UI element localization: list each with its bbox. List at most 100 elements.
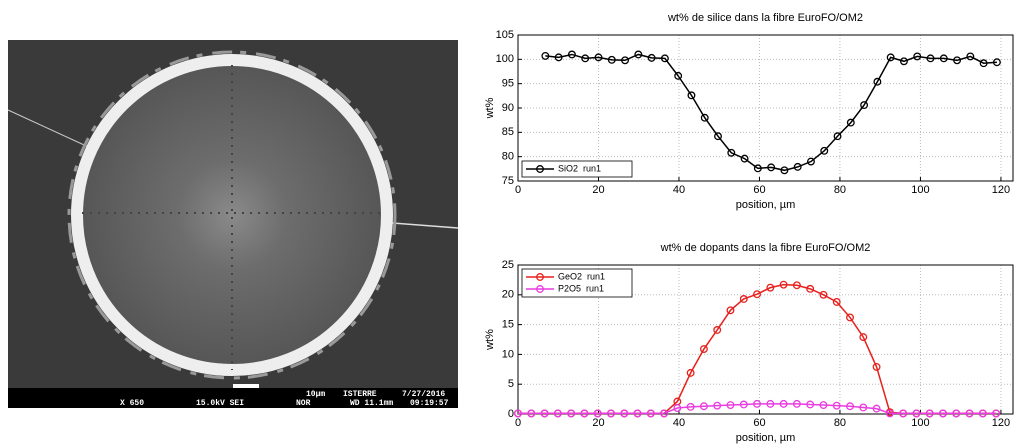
data-point [978,409,987,418]
data-point [872,404,881,413]
legend-label: GeO2 run1 [558,271,605,281]
series-line [545,53,997,172]
data-point [807,157,815,166]
caption-time: 09:19:57 [410,399,449,408]
x-tick-label: 100 [911,417,929,429]
x-tick-label: 120 [992,184,1010,196]
data-point [713,401,722,410]
data-point [860,101,869,110]
data-point [554,53,563,62]
caption-scale: 10µm [306,390,325,399]
data-point [686,402,695,411]
plot-area [518,35,1013,181]
caption-wd: WD 11.1mm [350,399,393,408]
data-point [779,399,788,408]
y-tick-label: 10 [502,348,514,360]
data-point [607,409,615,418]
data-point [646,409,655,418]
data-point [966,52,975,61]
chart-title: wt% de silice dans la fibre EuroFO/OM2 [667,12,863,24]
data-point [714,132,722,141]
data-point [553,409,562,418]
y-tick-label: 105 [496,29,514,41]
data-point [952,409,961,418]
data-point [527,409,536,418]
data-point [779,280,788,289]
x-tick-label: 0 [515,417,521,429]
x-tick-label: 20 [592,184,604,196]
y-tick-label: 25 [502,259,514,271]
data-point [886,53,895,62]
data-point [686,368,695,377]
data-point [541,51,550,60]
data-point [753,164,762,173]
data-point [739,295,748,303]
data-point [846,313,854,322]
x-axis-label: position, µm [736,432,796,444]
data-point [540,409,549,418]
data-point [727,148,736,157]
x-tick-label: 40 [673,184,685,196]
caption-lab: ISTERRE [343,390,377,399]
data-point [885,409,894,418]
y-tick-label: 75 [502,175,514,187]
data-point [634,50,643,59]
data-point [793,162,802,171]
data-point [832,298,841,306]
data-point [673,404,682,412]
data-point [766,399,775,408]
legend-marker [536,285,544,293]
data-point [647,53,656,62]
caption-voltage: 15.0kV SEI [196,399,244,408]
data-point [953,56,962,65]
series-line [518,403,997,415]
legend-label: P2O5 run1 [558,283,604,293]
x-tick-label: 60 [753,417,765,429]
data-point [873,77,882,86]
data-point [740,154,749,163]
y-tick-label: 5 [508,378,514,390]
data-point [580,409,589,418]
chart-title: wt% de dopants dans la fibre EuroFO/OM2 [660,242,871,254]
data-point [567,409,576,418]
data-point [567,50,576,59]
data-point [819,401,828,410]
data-point [899,57,908,66]
x-tick-label: 120 [992,417,1010,429]
data-point [792,399,801,408]
data-point [792,281,801,290]
x-tick-label: 80 [834,417,846,429]
x-tick-label: 60 [753,184,765,196]
y-tick-label: 15 [502,319,514,331]
axes-frame [517,264,1014,415]
data-point [621,56,629,65]
data-point [833,132,842,141]
data-point [846,118,855,127]
data-point [939,54,948,63]
legend-marker [536,273,544,281]
data-point [726,401,735,410]
data-point [713,326,722,334]
x-tick-label: 20 [592,417,604,429]
data-point [739,400,748,409]
data-point [593,409,602,418]
data-point [660,409,669,418]
y-tick-label: 20 [502,289,514,301]
data-point [699,345,708,353]
legend-marker [536,165,544,173]
data-point [912,409,921,418]
data-point [581,54,590,63]
data-point [607,55,616,64]
data-point [780,166,789,175]
data-point [846,402,854,411]
x-tick-label: 80 [834,184,846,196]
legend-label: SiO2 run1 [558,163,601,173]
data-point [660,54,669,63]
data-point [700,113,709,122]
x-tick-label: 40 [673,417,685,429]
y-tick-label: 90 [502,102,514,114]
data-point [674,71,683,80]
data-point [820,146,829,155]
data-point [979,59,988,68]
